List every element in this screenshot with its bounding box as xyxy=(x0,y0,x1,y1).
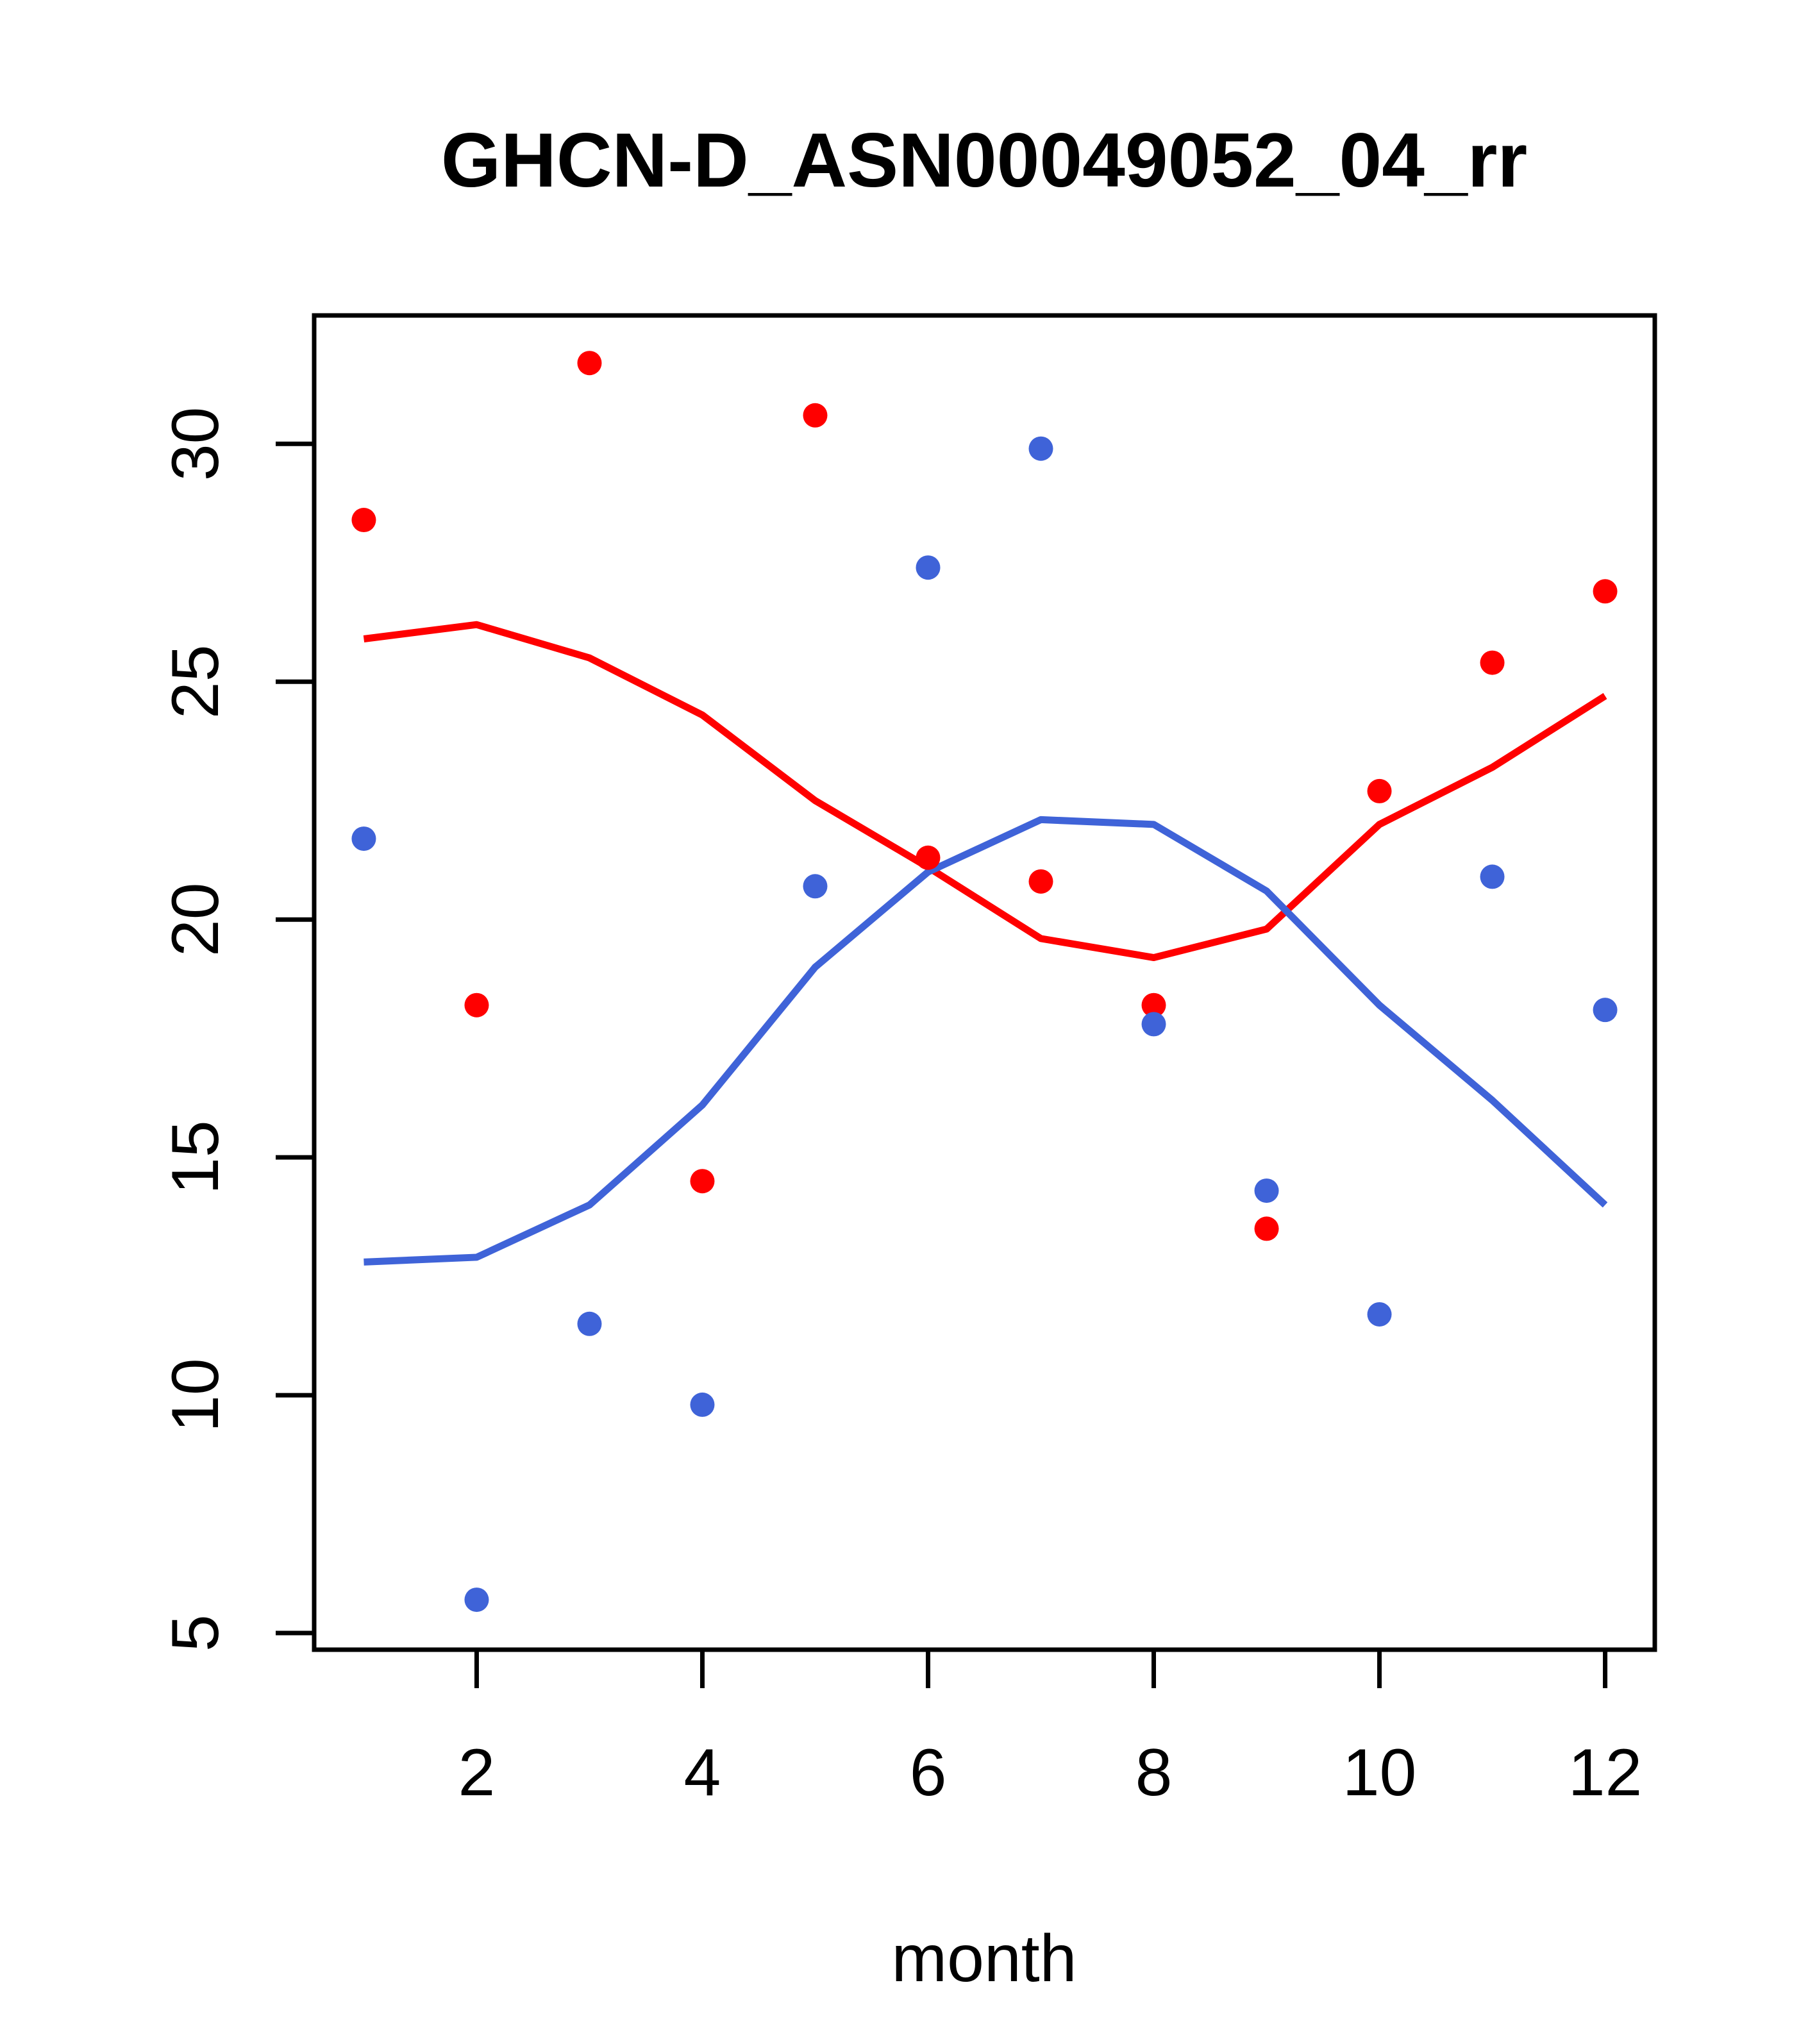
blue-points-m6 xyxy=(916,555,941,580)
blue-points-m11 xyxy=(1480,864,1505,889)
red-points-m8 xyxy=(1141,993,1166,1018)
y-tick-label: 10 xyxy=(158,1358,233,1432)
data-points xyxy=(351,351,1618,1613)
red-points-m7 xyxy=(1028,869,1053,894)
red-points-m3 xyxy=(577,351,602,376)
x-tick-label: 2 xyxy=(458,1736,496,1810)
red-points-m11 xyxy=(1480,650,1505,675)
chart-title: GHCN-D_ASN00049052_04_rr xyxy=(441,117,1527,203)
blue-points-m1 xyxy=(351,826,376,851)
smooth-lines xyxy=(363,621,1608,1266)
y-tick-label: 20 xyxy=(158,882,233,957)
x-tick-label: 6 xyxy=(910,1736,947,1810)
red-points-m10 xyxy=(1367,778,1392,803)
y-tick-label: 5 xyxy=(158,1614,233,1652)
blue-points-m5 xyxy=(803,874,828,899)
blue-points-m7 xyxy=(1028,436,1053,461)
y-tick-label: 30 xyxy=(158,406,233,481)
x-axis-label: month xyxy=(891,1922,1076,1996)
blue-points-m12 xyxy=(1593,998,1618,1023)
red-points-m5 xyxy=(803,403,828,428)
x-tick-label: 12 xyxy=(1568,1736,1643,1810)
x-tick-label: 8 xyxy=(1135,1736,1173,1810)
red-smooth-line xyxy=(363,621,1607,962)
plot-border xyxy=(312,313,1657,1652)
x-tick-label: 10 xyxy=(1343,1736,1417,1810)
red-points-m6 xyxy=(916,845,941,870)
blue-points-m9 xyxy=(1254,1178,1279,1203)
blue-points-m2 xyxy=(464,1587,489,1613)
blue-points-m8 xyxy=(1141,1012,1166,1037)
blue-points-m10 xyxy=(1367,1302,1392,1327)
y-tick-label: 15 xyxy=(158,1120,233,1194)
red-points-m4 xyxy=(690,1169,715,1194)
red-points-m9 xyxy=(1254,1216,1279,1241)
x-axis: 2 4 6 8 10 12 xyxy=(458,1650,1643,1810)
blue-points-m4 xyxy=(690,1392,715,1417)
red-points-m2 xyxy=(464,993,489,1018)
blue-smooth-line xyxy=(364,816,1608,1266)
red-points-m1 xyxy=(351,508,376,533)
red-points-m12 xyxy=(1593,579,1618,604)
y-axis: 5 10 15 20 25 30 xyxy=(158,406,314,1652)
y-tick-label: 25 xyxy=(158,644,233,719)
x-tick-label: 4 xyxy=(684,1736,721,1810)
blue-points-m3 xyxy=(577,1311,602,1336)
